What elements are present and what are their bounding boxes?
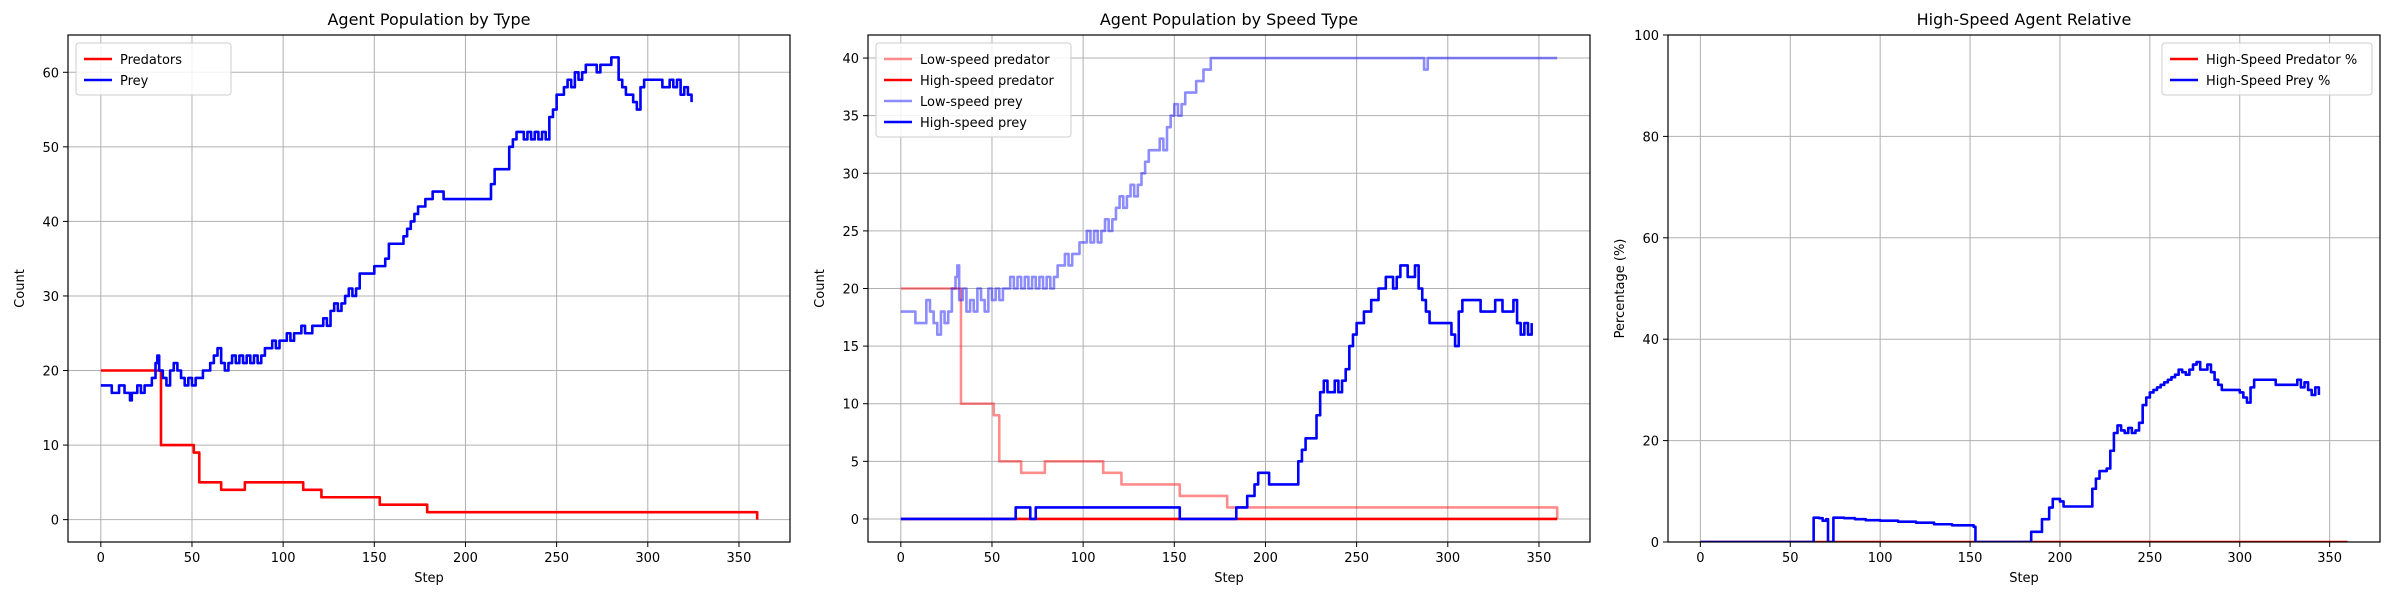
legend: Predators Prey	[75, 42, 232, 96]
y-tick-label: 0	[851, 513, 859, 528]
x-tick-label: 100	[1868, 551, 1893, 566]
y-tick-label: 30	[42, 290, 59, 305]
y-tick-label: 40	[842, 52, 859, 67]
y-tick-label: 25	[842, 225, 859, 240]
y-tick-label: 80	[1642, 130, 1659, 145]
x-tick-label: 200	[453, 551, 478, 566]
legend-box	[2161, 42, 2373, 96]
legend-label: High-Speed Prey %	[2206, 74, 2330, 89]
y-tick-label: 60	[42, 66, 59, 81]
x-axis-label: Step	[414, 571, 444, 586]
y-axis-label: Count	[813, 269, 828, 308]
y-tick-label: 0	[1651, 536, 1659, 551]
y-tick-label: 20	[1642, 435, 1659, 450]
y-axis-label: Percentage (%)	[1613, 239, 1628, 339]
x-tick-label: 250	[544, 551, 569, 566]
x-tick-label: 300	[1435, 551, 1460, 566]
legend-label: High-speed prey	[920, 116, 1027, 131]
x-tick-label: 250	[2137, 551, 2162, 566]
x-tick-label: 50	[984, 551, 1001, 566]
x-tick-label: 150	[1162, 551, 1187, 566]
x-tick-label: 250	[1344, 551, 1369, 566]
x-axis-label: Step	[2009, 571, 2039, 586]
x-tick-label: 200	[1253, 551, 1278, 566]
chart-title: Agent Population by Type	[327, 10, 530, 29]
y-tick-label: 5	[851, 455, 859, 470]
y-tick-label: 0	[51, 514, 59, 529]
chart-title: Agent Population by Speed Type	[1100, 10, 1358, 29]
chart-panel-2: 0 50 100 150 200 250 300 350 0 5 10 15 20 25 30 35 40 Age…	[813, 10, 1591, 586]
x-tick-label: 150	[1958, 551, 1983, 566]
legend-label: Low-speed predator	[920, 53, 1050, 68]
x-tick-label: 300	[635, 551, 660, 566]
series-line-low-speed-predator	[900, 287, 1559, 519]
y-tick-label: 100	[1634, 29, 1659, 44]
series-line-high-speed-prey	[900, 264, 1533, 521]
chart-title: High-Speed Agent Relative	[1917, 10, 2132, 29]
x-tick-label: 0	[97, 551, 105, 566]
series-line-predators	[100, 369, 759, 520]
y-tick-label: 10	[42, 439, 59, 454]
x-tick-label: 50	[1782, 551, 1799, 566]
x-tick-label: 300	[2227, 551, 2252, 566]
y-tick-label: 60	[1642, 232, 1659, 247]
legend: High-Speed Predator % High-Speed Prey %	[2161, 42, 2373, 96]
series-line-low-speed-prey	[900, 56, 1558, 336]
axes-frame	[1667, 34, 2381, 543]
series-line-high-speed-prey-	[1700, 360, 2321, 542]
legend-label: Prey	[120, 74, 149, 89]
y-tick-label: 20	[42, 365, 59, 380]
y-tick-label: 20	[842, 283, 859, 298]
x-tick-label: 0	[897, 551, 905, 566]
y-tick-label: 35	[842, 110, 859, 125]
x-tick-label: 50	[184, 551, 201, 566]
y-tick-label: 15	[842, 340, 859, 355]
legend-box	[875, 42, 1072, 138]
y-tick-label: 40	[42, 215, 59, 230]
legend-box	[75, 42, 232, 96]
x-axis-label: Step	[1214, 571, 1244, 586]
y-axis-label: Count	[13, 269, 28, 308]
y-tick-label: 30	[842, 167, 859, 182]
x-tick-label: 100	[271, 551, 296, 566]
legend-label: Low-speed prey	[920, 95, 1023, 110]
x-tick-label: 350	[1527, 551, 1552, 566]
plot-area	[68, 35, 790, 542]
series-line-prey	[100, 56, 693, 402]
chart-panel-3: 0 50 100 150 200 250 300 350 0 20 40 60 80 100 High-Sp…	[1613, 10, 2381, 586]
legend-label: Predators	[120, 53, 182, 68]
x-tick-label: 350	[2317, 551, 2342, 566]
legend-label: High-speed predator	[920, 74, 1055, 89]
legend-label: High-Speed Predator %	[2206, 53, 2357, 68]
y-tick-label: 40	[1642, 333, 1659, 348]
plot-area	[1668, 35, 2380, 542]
x-tick-label: 0	[1696, 551, 1704, 566]
x-tick-label: 100	[1071, 551, 1096, 566]
chart-panel-1: 0 50 100 150 200 250 300 350 0 10 20 30 40 50 60 Agent …	[13, 10, 791, 586]
legend: Low-speed predator High-speed predator Low…	[875, 42, 1072, 138]
x-tick-label: 150	[362, 551, 387, 566]
axes-frame	[67, 34, 791, 543]
y-tick-label: 50	[42, 141, 59, 156]
y-tick-label: 10	[842, 398, 859, 413]
x-tick-label: 200	[2048, 551, 2073, 566]
x-tick-label: 350	[727, 551, 752, 566]
